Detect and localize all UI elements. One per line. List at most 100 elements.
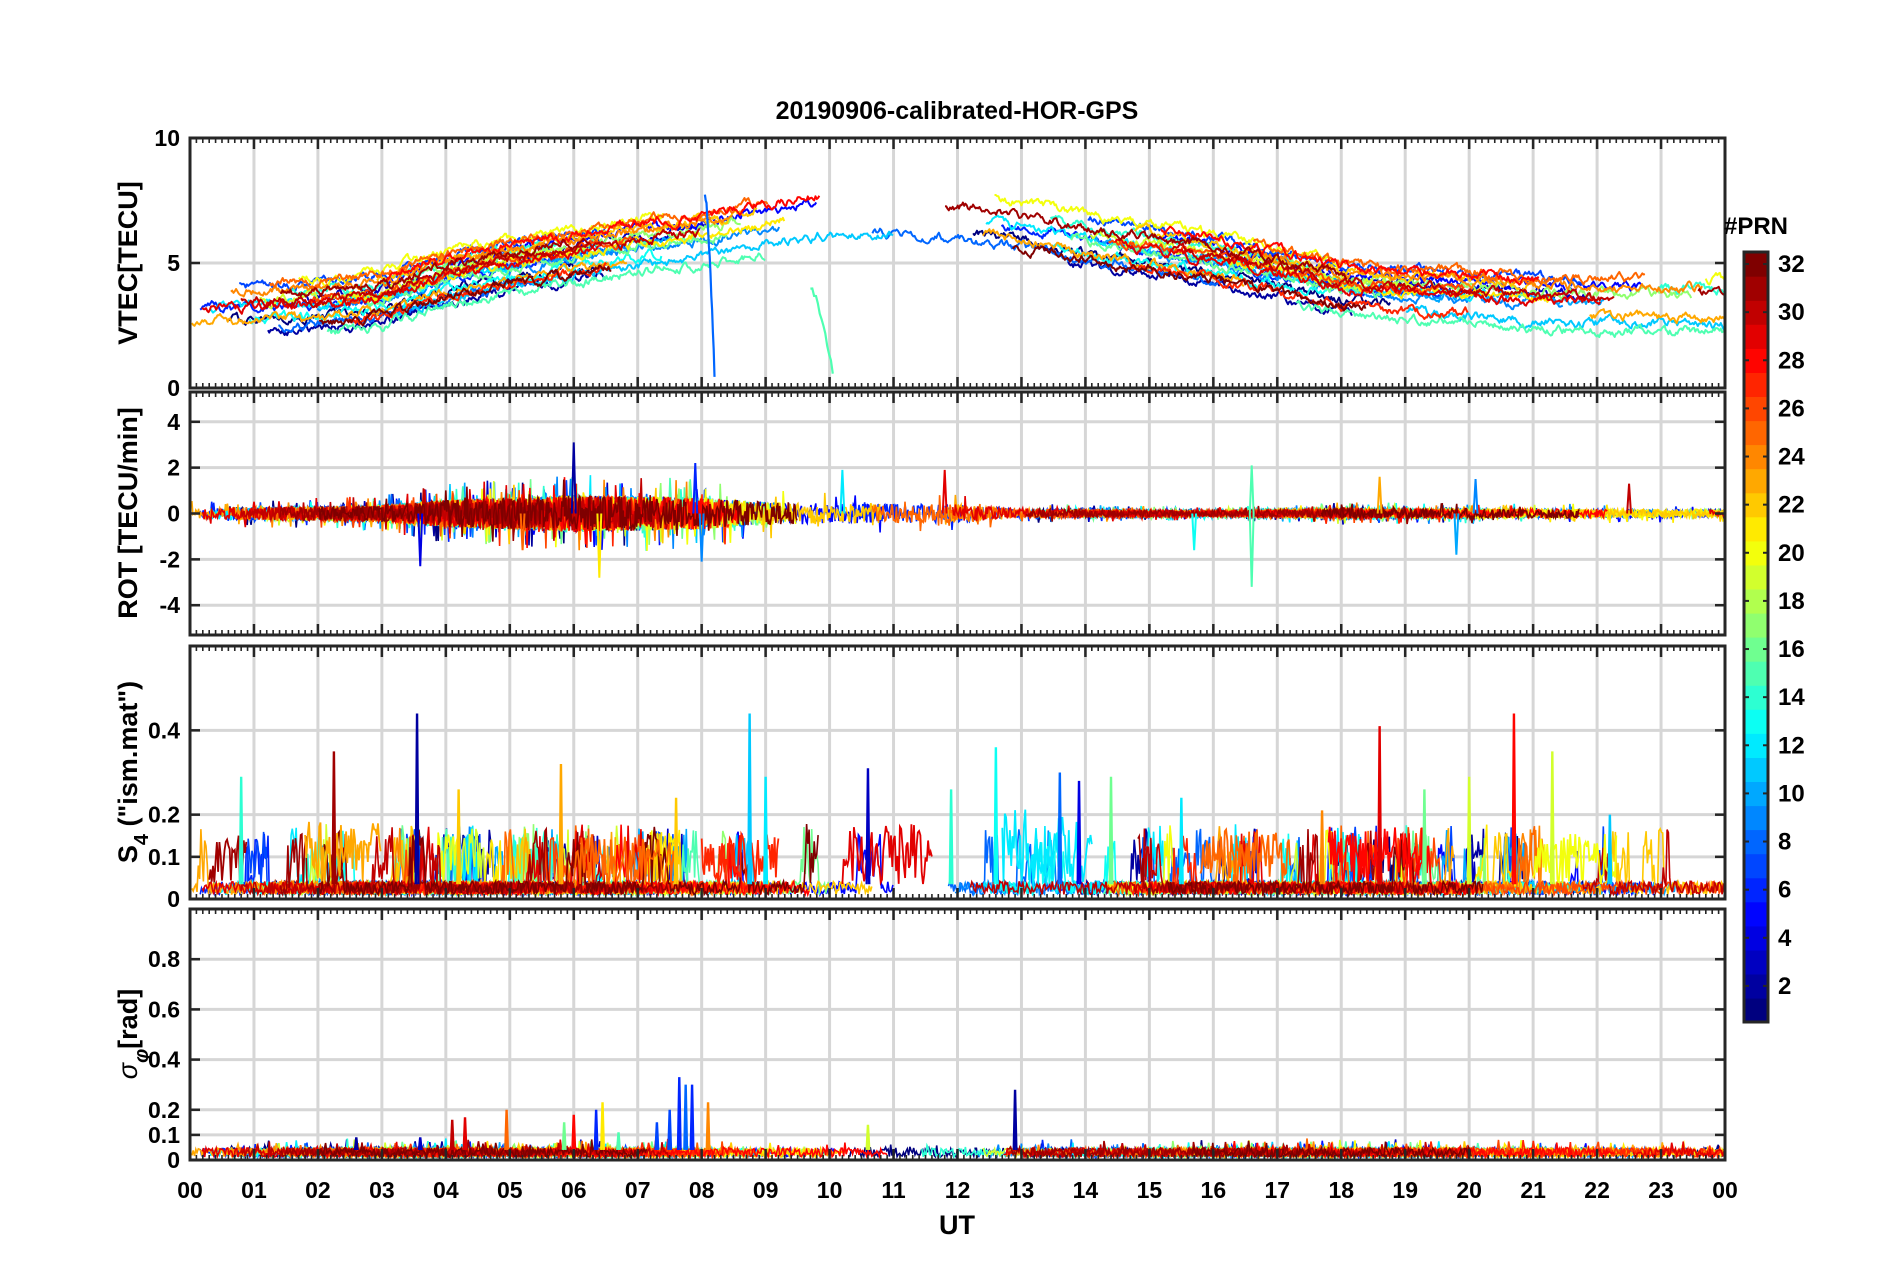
s4-spike-prn-28 <box>1511 713 1517 885</box>
sigphi-spike-prn-30 <box>449 1119 455 1151</box>
vtec-series-prn-30 <box>1171 242 1615 302</box>
colorbar-swatch-prn-15 <box>1744 661 1768 686</box>
rot-spike-prn-2 <box>570 442 577 514</box>
x-tick-label: 20 <box>1456 1177 1482 1203</box>
rot-spike-prn-10 <box>1453 513 1460 555</box>
x-tick-label: 13 <box>1009 1177 1035 1203</box>
s4-y-tick-label: 0.4 <box>148 717 180 743</box>
sigphi-spike-prn-2 <box>1012 1089 1018 1150</box>
sigphi-y-tick-label: 0.6 <box>148 996 180 1022</box>
x-tick-label: 15 <box>1137 1177 1163 1203</box>
x-tick-label: 23 <box>1648 1177 1674 1203</box>
vtec-series-prn-28 <box>1160 225 1540 286</box>
colorbar-tick-label: 22 <box>1778 492 1805 519</box>
s4-spike-prn-19 <box>1549 751 1555 885</box>
vtec-series-prn-29 <box>201 245 600 315</box>
s4-series-prn-32 <box>318 823 819 897</box>
sigphi-spike-prn-6 <box>593 1109 599 1150</box>
x-tick-label: 07 <box>625 1177 651 1203</box>
vtec-series-prn-29 <box>1114 237 1602 307</box>
x-tick-label: 10 <box>817 1177 843 1203</box>
x-tick-label: 14 <box>1073 1177 1099 1203</box>
rot-spike-prn-30 <box>1626 483 1632 514</box>
s4-spike-prn-14 <box>238 776 244 885</box>
vtec-series-prn-31 <box>944 201 1348 280</box>
x-axis-label: UT <box>939 1210 975 1240</box>
rot-series-lines <box>191 442 1725 587</box>
sigphi-y-tick-label: 0.8 <box>148 946 180 972</box>
vtec-series-prn-15 <box>326 252 766 335</box>
rot-series-prn-31 <box>279 497 542 542</box>
vtec-series-prn-31 <box>280 237 589 298</box>
vtec-series-prn-23 <box>1589 308 1725 325</box>
vtec-y-tick-labels: 0 5 10 <box>154 125 180 401</box>
s4-burst-prn-25 <box>1199 827 1291 883</box>
vtec-series-prn-15 <box>810 287 834 374</box>
colorbar-swatch-prn-17 <box>1744 612 1768 638</box>
rot-spike-prn-21 <box>596 513 603 578</box>
x-tick-label: 16 <box>1201 1177 1227 1203</box>
vtec-series-prn-32 <box>1012 244 1367 312</box>
rot-spike-prn-15 <box>1248 465 1255 514</box>
colorbar-tick-label: 12 <box>1778 732 1805 759</box>
rot-spike-prn-6 <box>692 463 699 514</box>
panel-vtec: 0 5 10 VTEC[TECU] <box>113 125 1727 401</box>
s4-spike-prn-22 <box>673 797 679 885</box>
vtec-series-prn-30 <box>240 228 700 309</box>
s4-spike-prn-2 <box>414 713 420 885</box>
x-tick-label: 11 <box>881 1177 906 1203</box>
s4-frame <box>188 644 1727 901</box>
x-tick-label: 00 <box>177 1177 203 1203</box>
rot-y-tick-label: -2 <box>160 546 180 572</box>
x-tick-label: 04 <box>433 1177 459 1203</box>
colorbar-swatch-prn-9 <box>1744 805 1768 831</box>
rot-y-tick-label: 2 <box>167 455 180 481</box>
s4-spike-prn-31 <box>331 751 337 885</box>
rot-frame <box>188 390 1727 637</box>
colorbar-tick-label: 14 <box>1778 684 1805 711</box>
colorbar-tick-label: 24 <box>1778 444 1805 471</box>
x-tick-labels: 00 01 02 03 04 05 06 07 08 09 10 11 12 13 14 15 16 17 18 19… <box>177 1177 1738 1203</box>
sigphi-series-prn-32 <box>318 1139 648 1160</box>
rot-y-axis-label: ROT [TECU/min] <box>113 407 143 618</box>
s4-axes-box <box>188 644 1727 901</box>
colorbar-swatch-prn-31 <box>1744 276 1768 301</box>
vtec-series-prn-24 <box>1243 249 1704 294</box>
s4-spike-prn-11 <box>747 713 753 885</box>
vtec-series-prn-15 <box>1295 300 1725 339</box>
x-tick-label: 00 <box>1712 1177 1738 1203</box>
panel-sigphi: 00.10.2 0.4 0.6 0.8 σφ[rad] <box>113 907 1727 1173</box>
s4-spike-prn-12 <box>763 776 769 885</box>
s4-burst-prn-20 <box>1532 834 1618 885</box>
x-tick-label: 12 <box>945 1177 971 1203</box>
panel-s4: 0 0.1 0.2 0.4 S4 ("ism.mat") <box>113 644 1727 912</box>
x-tick-label: 05 <box>497 1177 523 1203</box>
rot-spike-prn-9 <box>698 513 705 562</box>
s4-spike-prn-13 <box>993 747 999 885</box>
sigphi-y-tick-label: 0 <box>167 1147 180 1173</box>
sigphi-spike-prn-28 <box>571 1114 577 1151</box>
vtec-y-tick-label: 10 <box>154 125 180 151</box>
x-tick-label: 19 <box>1392 1177 1418 1203</box>
sigphi-y-axis-label: σφ[rad] <box>113 989 153 1079</box>
s4-y-axis-label: S4 ("ism.mat") <box>113 681 153 863</box>
s4-spike-prn-16 <box>1108 776 1114 885</box>
colorbar-tick-label: 18 <box>1778 588 1805 615</box>
rot-series-prn-32 <box>318 479 798 542</box>
s4-y-tick-label: 0.2 <box>148 802 180 828</box>
vtec-axes-box <box>188 136 1727 390</box>
colorbar-tick-label: 2 <box>1778 973 1791 1000</box>
s4-burst-prn-25 <box>572 834 677 887</box>
s4-spike-prn-3 <box>865 768 871 885</box>
s4-spike-prn-16 <box>1421 789 1427 885</box>
colorbar-swatch-prn-21 <box>1744 516 1768 542</box>
colorbar-swatch-prn-11 <box>1744 757 1768 782</box>
vtec-y-axis-label: VTEC[TECU] <box>113 181 143 345</box>
s4-y-tick-labels: 0 0.1 0.2 0.4 <box>148 717 180 912</box>
vtec-series-prn-20 <box>1704 271 1725 286</box>
colorbar-label: #PRN <box>1724 213 1788 240</box>
rot-spike-prn-23 <box>1376 476 1383 514</box>
colorbar-tick-label: 4 <box>1778 925 1792 952</box>
x-tick-label: 01 <box>241 1177 267 1203</box>
